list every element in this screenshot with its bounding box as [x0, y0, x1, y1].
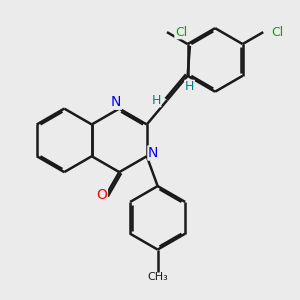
Text: H: H	[152, 94, 161, 106]
Text: Cl: Cl	[175, 26, 187, 39]
Text: H: H	[185, 80, 194, 93]
Text: N: N	[111, 95, 121, 109]
Text: Cl: Cl	[271, 26, 283, 39]
Text: O: O	[97, 188, 107, 203]
Text: CH₃: CH₃	[147, 272, 168, 282]
Text: N: N	[148, 146, 158, 160]
